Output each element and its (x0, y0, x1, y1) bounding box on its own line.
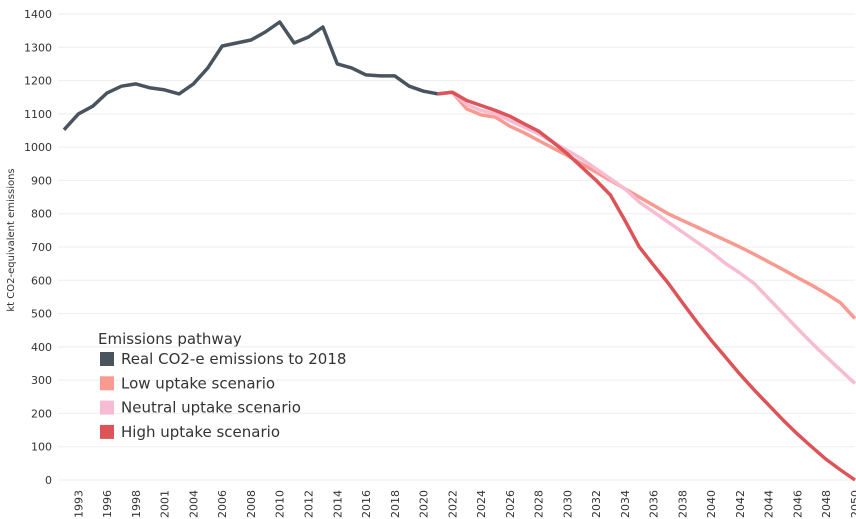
x-tick-label: 2036 (648, 490, 661, 518)
x-tick-label: 2006 (216, 490, 229, 518)
x-tick-label: 1996 (101, 490, 114, 518)
x-tick-label: 2038 (676, 490, 689, 518)
x-tick-label: 2048 (820, 490, 833, 518)
series-line (62, 20, 439, 131)
x-tick-label: 2024 (475, 490, 488, 518)
y-tick-label: 1400 (24, 8, 52, 21)
legend-swatch (100, 424, 114, 439)
x-tick-label: 2016 (360, 490, 373, 518)
x-tick-label: 2001 (159, 490, 172, 518)
y-tick-label: 900 (31, 174, 52, 187)
x-tick-label: 2044 (763, 490, 776, 518)
legend-label: High uptake scenario (121, 423, 280, 441)
x-tick-label: 2014 (331, 490, 344, 518)
y-tick-label: 1100 (24, 108, 52, 121)
y-tick-label: 600 (31, 274, 52, 287)
x-tick-label: 2022 (446, 490, 459, 518)
x-tick-label: 2034 (619, 490, 632, 518)
series-line (437, 90, 856, 482)
x-tick-label: 1998 (130, 490, 143, 518)
x-tick-label: 2042 (734, 490, 747, 518)
y-tick-label: 0 (45, 474, 52, 487)
y-tick-label: 100 (31, 441, 52, 454)
x-tick-label: 2032 (590, 490, 603, 518)
y-tick-label: 800 (31, 208, 52, 221)
x-tick-label: 2004 (187, 490, 200, 518)
y-tick-label: 300 (31, 374, 52, 387)
x-tick-label: 2018 (389, 490, 402, 518)
x-tick-label: 2046 (791, 490, 804, 518)
y-tick-label: 1300 (24, 41, 52, 54)
legend-swatch (100, 376, 114, 391)
series-line (437, 90, 856, 385)
legend-swatch (100, 400, 114, 415)
x-tick-label: 2012 (302, 490, 315, 518)
x-tick-label: 2026 (504, 490, 517, 518)
legend-label: Neutral uptake scenario (121, 399, 301, 417)
series-line (437, 90, 856, 320)
y-tick-label: 1200 (24, 75, 52, 88)
x-tick-label: 2028 (533, 490, 546, 518)
legend-label: Low uptake scenario (121, 374, 275, 392)
legend-swatch (100, 352, 114, 366)
x-tick-label: 2020 (418, 490, 431, 518)
x-tick-label: 2010 (274, 490, 287, 518)
x-tick-label: 2030 (561, 490, 574, 518)
y-tick-label: 400 (31, 341, 52, 354)
y-tick-label: 200 (31, 407, 52, 420)
y-axis-label: kt CO2-equivalent emissions (6, 168, 17, 311)
legend-title: Emissions pathway (98, 330, 242, 348)
y-tick-label: 700 (31, 241, 52, 254)
x-tick-label: 2008 (245, 490, 258, 518)
x-tick-label: 2050 (849, 490, 856, 518)
y-tick-label: 500 (31, 308, 52, 321)
legend-label: Real CO2-e emissions to 2018 (121, 350, 346, 368)
x-tick-label: 1993 (72, 490, 85, 518)
x-tick-label: 2040 (705, 490, 718, 518)
y-tick-label: 1000 (24, 141, 52, 154)
